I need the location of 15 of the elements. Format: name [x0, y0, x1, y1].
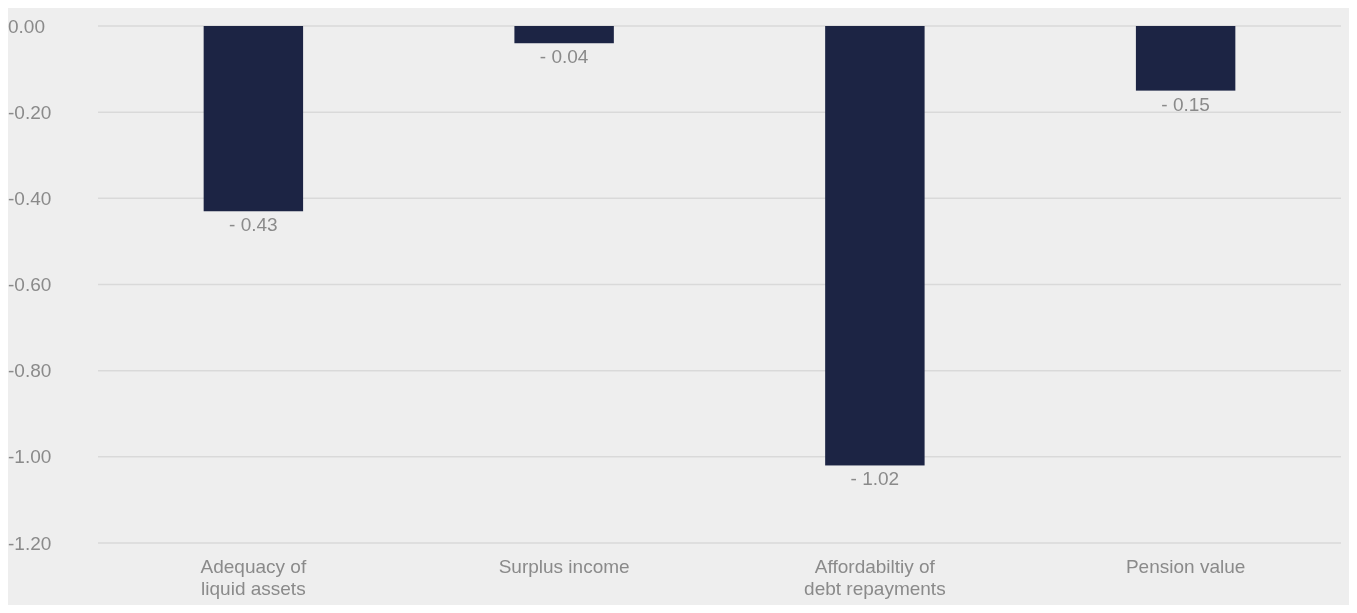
y-tick-label: -0.80 — [8, 360, 52, 382]
y-tick-label: -0.20 — [8, 101, 52, 123]
data-label: - 1.02 — [850, 468, 900, 490]
y-tick-label: -0.60 — [8, 274, 52, 296]
y-tick-label: -1.00 — [8, 446, 52, 468]
y-tick-label: -1.20 — [8, 532, 52, 554]
y-tick-label: 0.00 — [8, 15, 45, 37]
data-label: - 0.15 — [1161, 93, 1210, 115]
data-label: - 0.43 — [229, 214, 278, 236]
x-tick-label: Adequacy of liquid assets — [200, 556, 307, 599]
x-tick-label: Pension value — [1125, 556, 1246, 577]
x-tick-label: Affordabiltiy of debt repayments — [804, 556, 946, 599]
data-label: - 0.04 — [539, 46, 589, 68]
y-tick-label: -0.40 — [8, 187, 52, 209]
x-tick-label: Surplus income — [498, 556, 630, 577]
